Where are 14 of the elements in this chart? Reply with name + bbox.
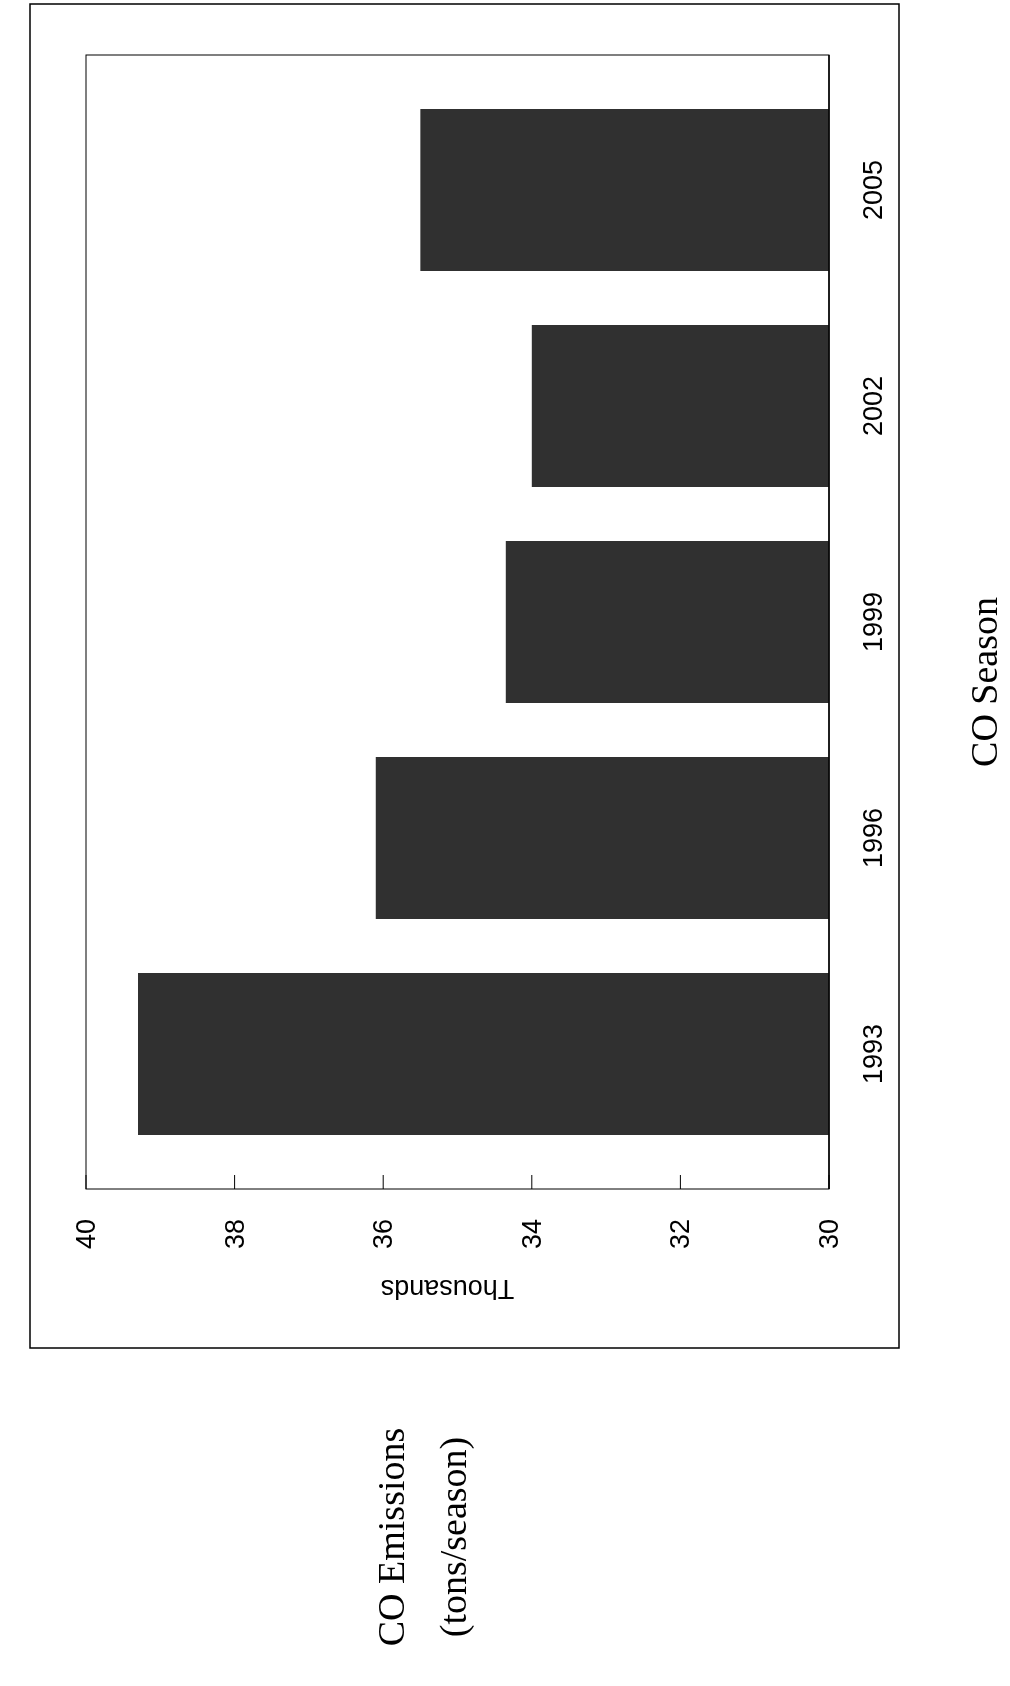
x-tick-label: 40 — [71, 1218, 101, 1250]
x-tick-label: 36 — [368, 1218, 399, 1250]
x-tick-label: 38 — [219, 1218, 250, 1250]
y-tick-label: 1996 — [858, 807, 888, 869]
x-tick-label: 34 — [516, 1218, 547, 1250]
y-tick-label: 1993 — [858, 1023, 888, 1085]
x-tick-label: 30 — [814, 1218, 844, 1250]
y-tick-label: 1999 — [858, 591, 888, 653]
x-tick-label: 32 — [665, 1218, 696, 1250]
y-tick-label: 2002 — [858, 375, 888, 437]
text: CO Emissions (tons/season) — [370, 1427, 475, 1647]
y-tick-label: 2005 — [858, 159, 888, 221]
y-axis-title: CO Season — [963, 597, 1005, 767]
text: Thousands — [380, 1274, 515, 1304]
